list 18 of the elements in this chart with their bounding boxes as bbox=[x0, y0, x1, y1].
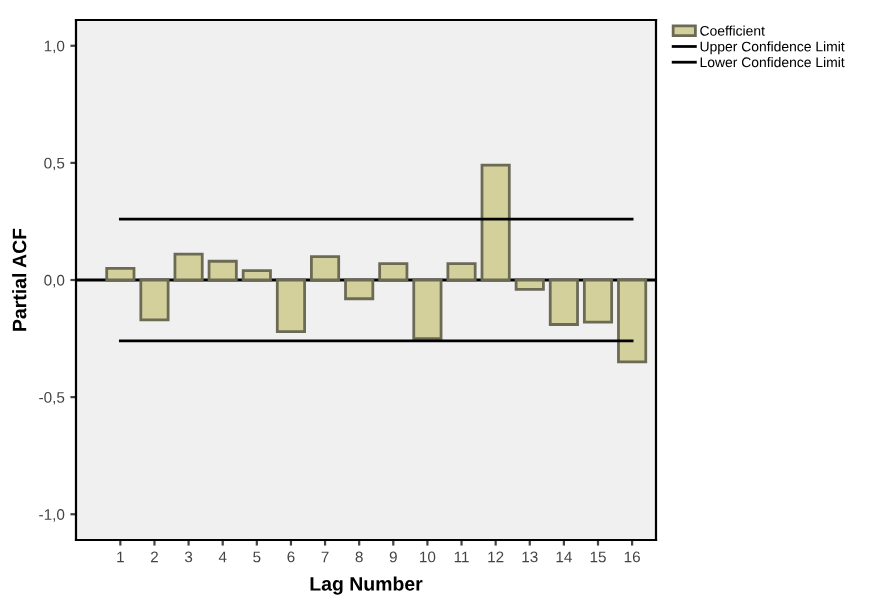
bar bbox=[344, 278, 375, 301]
bar bbox=[412, 278, 443, 340]
bar bbox=[378, 262, 409, 282]
bar bbox=[173, 252, 204, 282]
bar bbox=[105, 266, 136, 282]
bar bbox=[548, 278, 579, 326]
y-axis-title: Partial ACF bbox=[12, 228, 27, 331]
bar bbox=[207, 259, 238, 282]
bar bbox=[480, 163, 511, 282]
bar bbox=[310, 255, 341, 282]
bar bbox=[446, 262, 477, 282]
bar bbox=[275, 278, 306, 333]
bar bbox=[139, 278, 170, 322]
x-axis-title: Lag Number bbox=[310, 576, 423, 595]
bar bbox=[514, 278, 545, 291]
bar bbox=[241, 269, 272, 282]
bar bbox=[617, 278, 648, 364]
bar bbox=[582, 278, 614, 324]
